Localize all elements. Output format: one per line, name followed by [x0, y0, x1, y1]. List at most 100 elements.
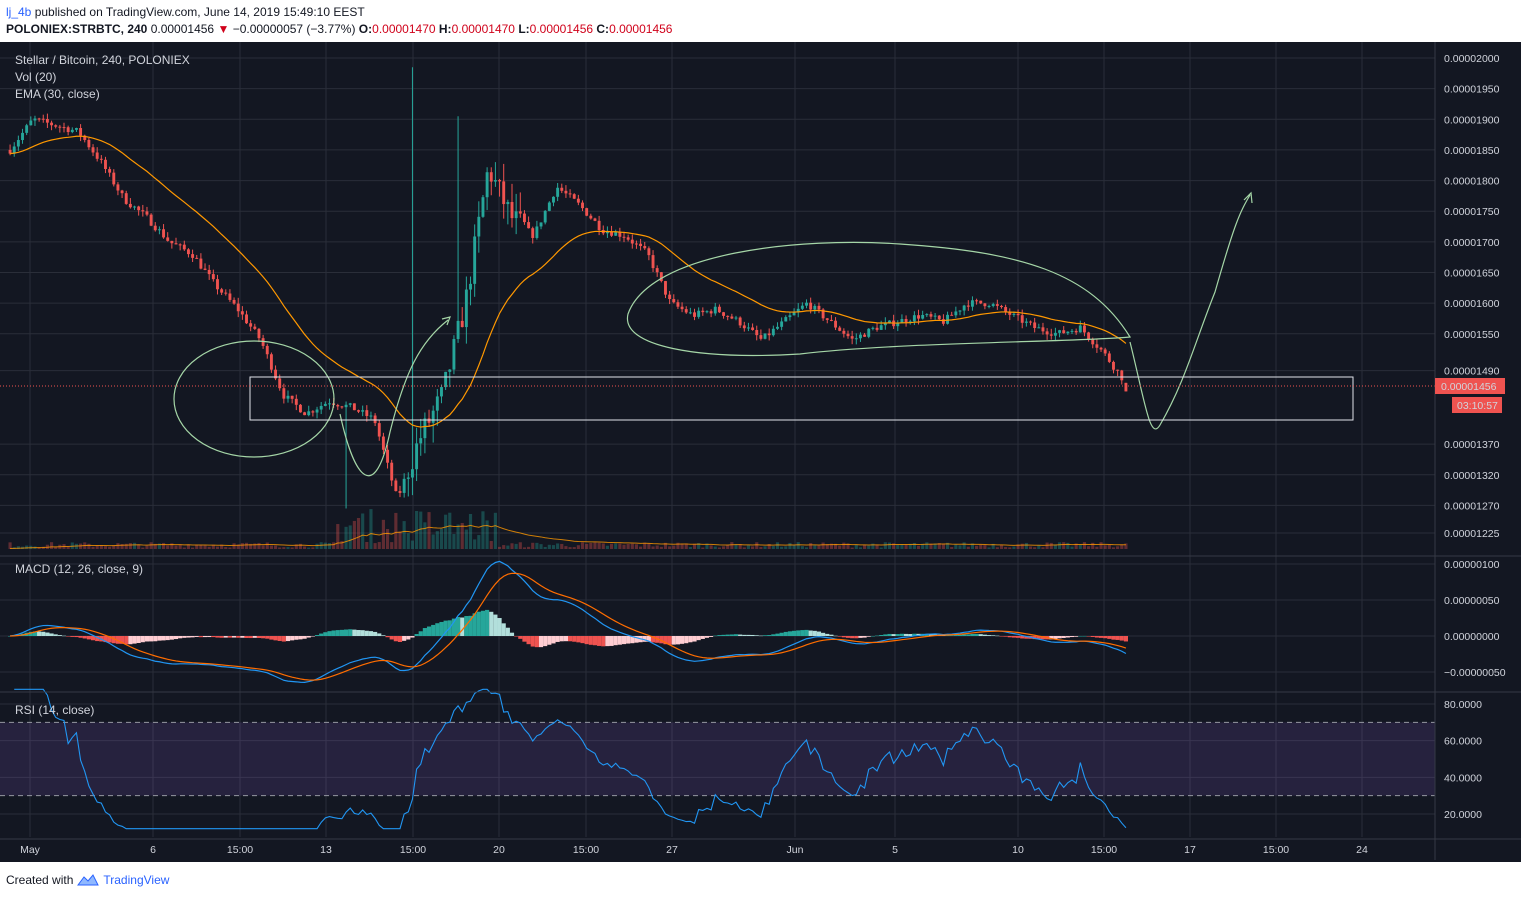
- candle-body: [1070, 330, 1074, 332]
- rsi-axis[interactable]: 80.0000 60.0000 40.0000 20.0000: [1444, 699, 1482, 821]
- volume-bar: [775, 542, 780, 549]
- volume-bar: [576, 545, 580, 549]
- legend-rsi[interactable]: RSI (14, close): [15, 703, 94, 717]
- volume-bar: [303, 546, 307, 549]
- macd-histogram-bar: [505, 627, 510, 636]
- legend-ema[interactable]: EMA (30, close): [15, 87, 100, 101]
- candle-body: [593, 218, 597, 221]
- volume-bar: [879, 547, 883, 549]
- tradingview-link[interactable]: TradingView: [103, 873, 170, 887]
- candle-body: [780, 321, 784, 327]
- time-tick-label: 15:00: [400, 844, 426, 856]
- price-tick-label: 0.00001800: [1444, 176, 1500, 188]
- volume-bar: [224, 547, 228, 549]
- candle-body: [1103, 349, 1107, 354]
- volume-bar: [692, 543, 697, 549]
- time-tick-label: 6: [150, 844, 156, 856]
- macd-histogram-bar: [90, 636, 96, 641]
- macd-histogram-bar: [443, 620, 448, 636]
- macd-histogram-bar: [269, 636, 274, 640]
- volume-bar: [211, 544, 215, 549]
- volume-bar: [626, 544, 630, 549]
- volume-bar: [452, 534, 456, 549]
- volume-bar: [294, 544, 298, 549]
- chart-canvas[interactable]: 0.00002000 0.00001950 0.00001900 0.00001850…: [0, 42, 1521, 862]
- volume-bar: [182, 547, 186, 549]
- volume-bar: [116, 543, 120, 549]
- macd-histogram-bar: [555, 636, 560, 642]
- macd-histogram-bar: [874, 635, 880, 637]
- macd-histogram-bar: [924, 633, 929, 636]
- candle-body: [464, 289, 468, 328]
- macd-histogram-bar: [970, 633, 975, 636]
- volume-bar: [54, 546, 58, 549]
- volume-bar: [1074, 543, 1078, 549]
- candle-body: [58, 126, 62, 128]
- candle-body: [647, 248, 651, 256]
- macd-histogram-bar: [352, 629, 357, 636]
- candle-body: [29, 120, 33, 126]
- macd-histogram-bar: [758, 635, 763, 637]
- volume-bar: [522, 547, 527, 549]
- price-tick-label: 0.00001950: [1444, 84, 1500, 96]
- macd-histogram-bar: [165, 636, 170, 641]
- volume-bar: [497, 546, 502, 549]
- candle-body: [946, 314, 950, 324]
- legend-volume[interactable]: Vol (20): [15, 70, 56, 84]
- volume-bar: [609, 543, 614, 549]
- candle-body: [589, 215, 593, 219]
- macd-histogram-bar: [124, 636, 129, 645]
- volume-bar: [419, 511, 423, 549]
- candle-body: [933, 315, 937, 317]
- symbol-label: POLONIEX:STRBTC, 240: [6, 22, 148, 36]
- candle-body: [966, 305, 970, 307]
- legend-macd[interactable]: MACD (12, 26, close, 9): [15, 562, 143, 576]
- published-line: lj_4b published on TradingView.com, June…: [6, 5, 365, 19]
- macd-histogram-bar: [572, 636, 577, 642]
- time-tick-label: 24: [1356, 844, 1368, 856]
- candle-body: [224, 292, 228, 294]
- candle-body: [975, 300, 979, 302]
- macd-histogram-bar: [982, 634, 987, 636]
- macd-histogram-bar: [663, 636, 668, 645]
- volume-bar: [531, 542, 535, 549]
- macd-axis[interactable]: 0.00000100 0.00000050 0.00000000 −0.0000005…: [1444, 559, 1506, 679]
- candle-body: [99, 158, 103, 160]
- candle-body: [240, 311, 244, 315]
- macd-histogram-bar: [451, 618, 456, 636]
- volume-bar: [535, 542, 539, 549]
- volume-bar: [103, 546, 108, 549]
- legend-title[interactable]: Stellar / Bitcoin, 240, POLONIEX: [15, 53, 190, 67]
- price-tick-label: 0.00001270: [1444, 500, 1500, 512]
- volume-bar: [132, 542, 137, 549]
- volume-bar: [49, 542, 54, 549]
- macd-histogram-bar: [928, 634, 934, 636]
- macd-histogram-bar: [207, 636, 212, 638]
- volume-bars: [8, 509, 1128, 549]
- macd-histogram-bar: [314, 635, 320, 636]
- candle-body: [867, 328, 871, 337]
- candle-body: [431, 410, 435, 423]
- macd-histogram-bar: [650, 636, 656, 643]
- macd-histogram-bar: [887, 633, 892, 636]
- candle-body: [1107, 353, 1111, 362]
- volume-bar: [1041, 547, 1045, 549]
- candle-body: [643, 246, 647, 249]
- candle-body: [767, 333, 771, 336]
- author-link[interactable]: lj_4b: [6, 5, 32, 19]
- candle-body: [41, 118, 45, 120]
- macd-histogram-bar: [435, 623, 440, 636]
- volume-bar: [199, 544, 203, 549]
- macd-histogram-bar: [493, 614, 498, 636]
- volume-bar: [431, 534, 435, 549]
- time-axis[interactable]: May 6 15:00 13 15:00 20 15:00 27 Jun 5 10 15:00 17 15…: [20, 844, 1368, 856]
- macd-histogram-bar: [327, 631, 332, 636]
- volume-bar: [941, 543, 945, 549]
- candle-body: [45, 118, 49, 123]
- price-axis[interactable]: 0.00002000 0.00001950 0.00001900 0.00001850…: [1444, 53, 1500, 540]
- price-tick-label: 0.00001650: [1444, 268, 1500, 280]
- macd-histogram-bar: [1123, 636, 1128, 642]
- volume-bar: [763, 546, 767, 549]
- macd-histogram-bar: [41, 631, 46, 636]
- candle-body: [410, 469, 414, 478]
